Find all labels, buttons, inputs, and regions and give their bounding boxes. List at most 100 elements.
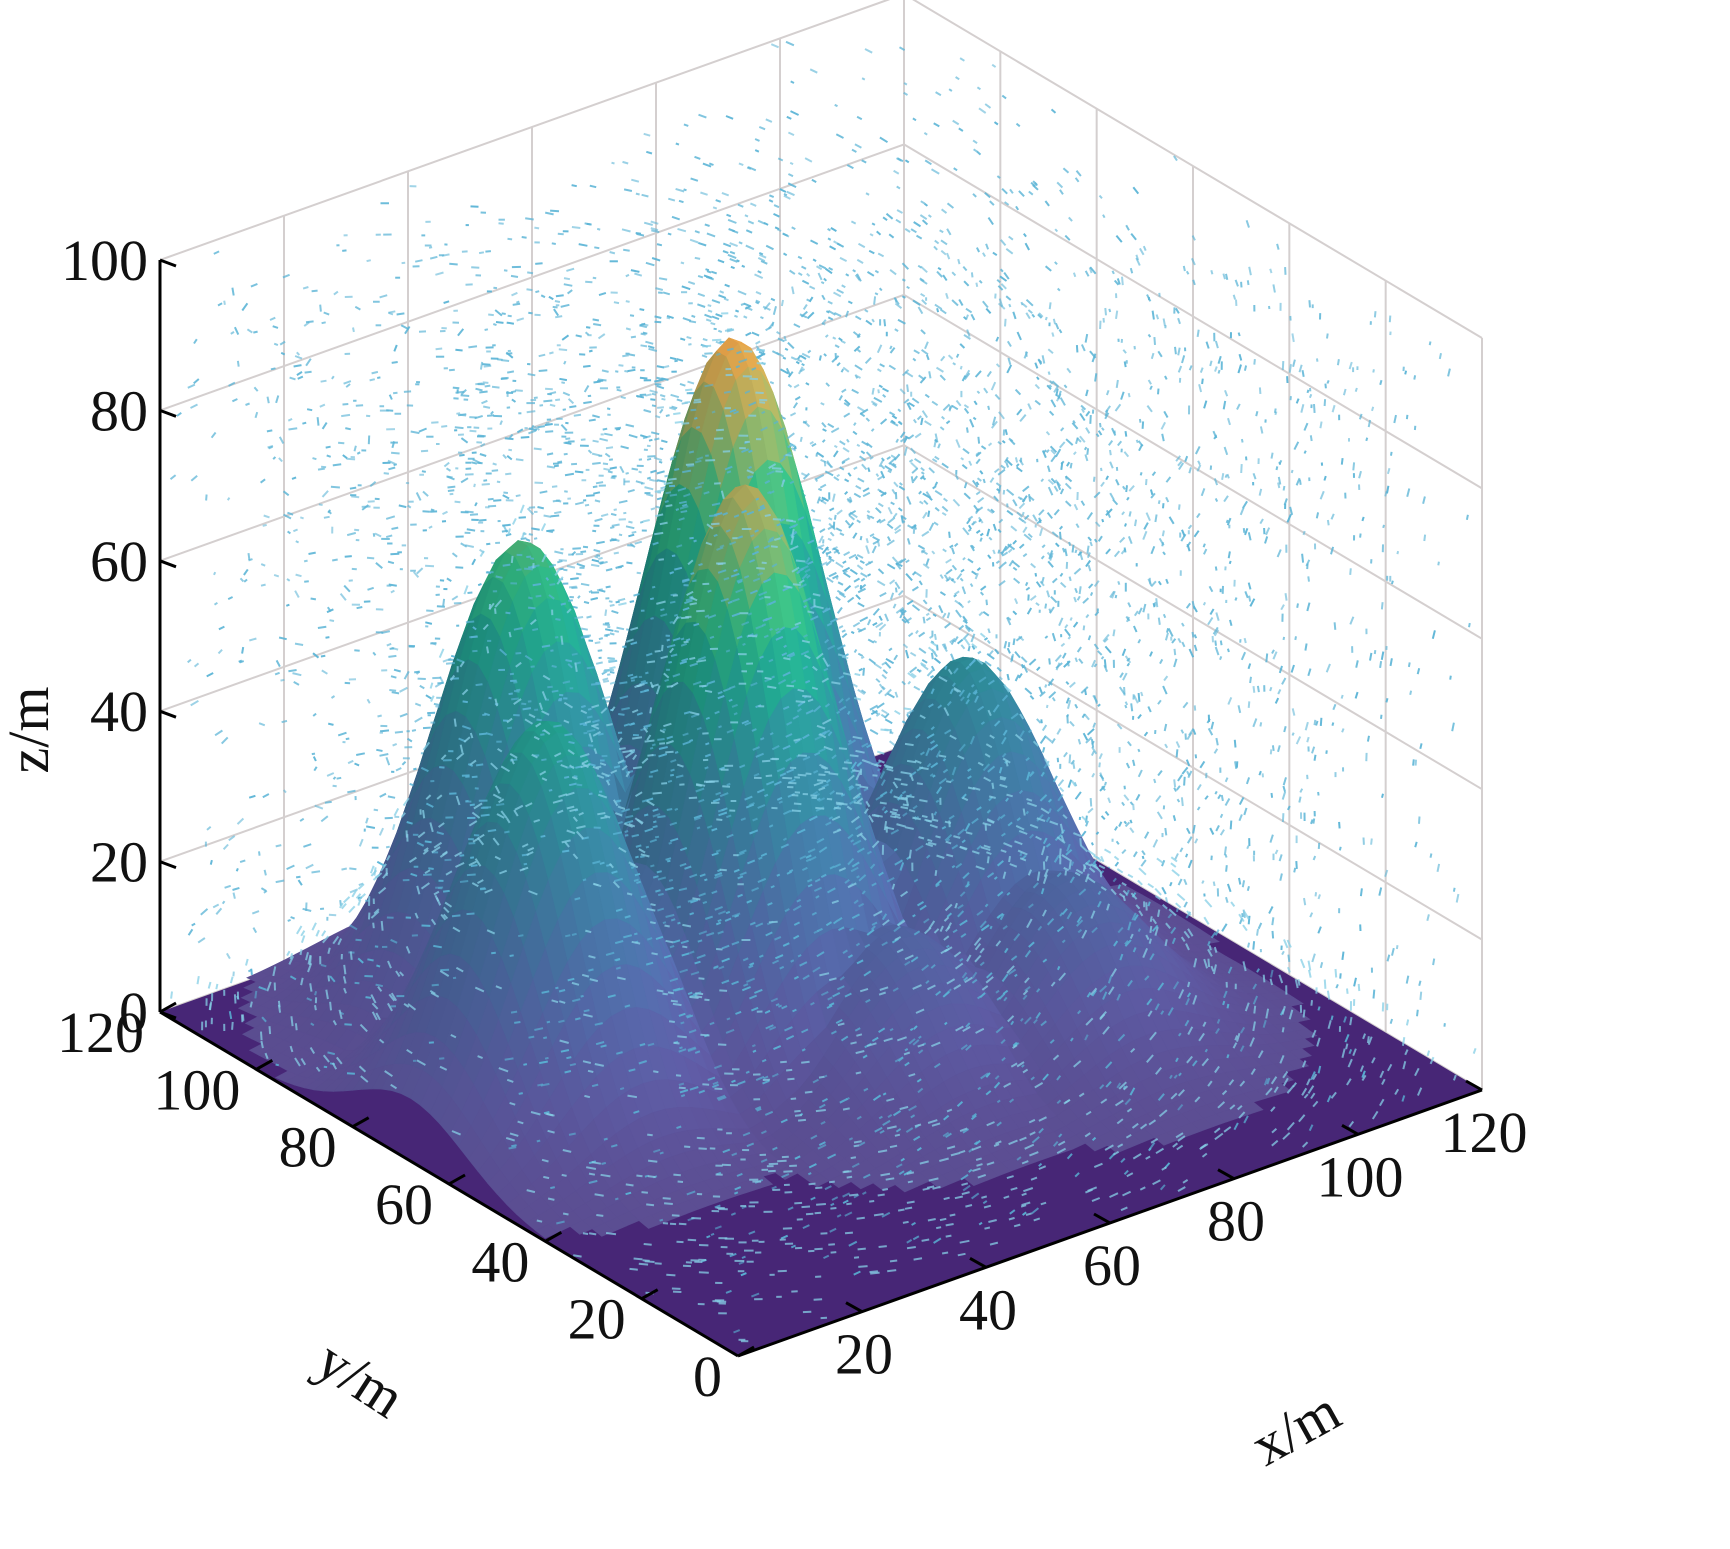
vector-arrow [987,554,992,560]
vector-arrow [1258,387,1262,394]
vector-arrow [905,649,910,659]
vector-arrow [859,535,863,541]
vector-arrow [1319,717,1323,726]
vector-arrow [1229,619,1233,627]
vector-arrow [213,250,220,255]
vector-arrow [899,46,906,51]
vector-arrow [1072,272,1077,278]
vector-arrow [1006,488,1015,496]
vector-arrow [946,252,951,260]
vector-arrow [190,403,198,409]
vector-arrow [1084,454,1089,462]
vector-arrow [1089,266,1097,275]
vector-arrow [809,68,818,74]
vector-arrow [711,299,721,304]
vector-arrow [1198,384,1203,393]
vector-arrow [1247,582,1252,590]
vector-arrow [262,793,270,799]
vector-arrow [894,298,898,303]
vector-arrow [1074,703,1079,709]
vector-arrow [835,133,844,139]
vector-arrow [1272,284,1276,293]
vector-arrow [516,300,520,304]
vector-arrow [659,447,664,451]
vector-arrow [478,251,485,255]
vector-arrow [791,447,797,452]
vector-arrow [1221,473,1225,480]
vector-arrow [1242,909,1246,918]
vector-arrow [930,665,936,672]
vector-arrow [650,220,659,225]
vector-arrow [479,390,488,394]
vector-arrow [845,310,850,318]
vector-arrow [1001,439,1006,444]
vector-arrow [385,515,396,520]
vector-arrow [871,222,876,226]
vector-arrow [747,220,755,225]
vector-arrow [1245,219,1250,228]
vector-arrow [1075,345,1079,353]
vector-arrow [640,344,648,348]
vector-arrow [897,318,906,325]
vector-arrow [706,232,716,238]
vector-arrow [1116,278,1121,285]
vector-arrow [848,514,856,521]
vector-arrow [680,337,686,341]
vector-arrow [332,776,337,780]
vector-arrow [787,371,794,378]
vector-arrow [846,164,854,170]
vector-arrow [677,227,687,233]
vector-arrow [1161,541,1165,547]
vector-arrow [1048,302,1052,310]
vector-arrow [969,583,974,588]
vector-arrow [566,289,573,295]
vector-arrow [1064,475,1068,480]
vector-arrow [589,184,597,189]
vector-arrow [842,366,850,373]
vector-arrow [770,43,779,49]
vector-arrow [921,299,928,306]
vector-arrow [1006,647,1011,654]
vector-arrow [1338,821,1341,829]
vector-arrow [979,591,985,596]
vector-arrow [228,835,236,842]
vector-arrow [992,251,998,257]
vector-arrow [564,490,568,493]
vector-arrow [859,560,865,564]
vector-arrow [816,265,823,271]
vector-arrow [270,367,276,371]
vector-arrow [1024,242,1030,251]
vector-arrow [842,447,850,453]
vector-arrow [801,363,805,367]
vector-arrow [1053,485,1059,492]
vector-arrow [371,370,379,375]
vector-arrow [1081,408,1085,413]
vector-arrow [415,670,421,675]
vector-arrow [585,494,595,497]
vector-arrow [1038,312,1044,318]
vector-arrow [836,589,845,596]
vector-arrow [1237,705,1242,714]
vector-arrow [983,387,989,394]
vector-arrow [451,595,459,601]
vector-arrow [1046,511,1053,520]
vector-arrow [1010,653,1015,663]
vector-arrow [395,767,402,772]
vector-arrow [824,267,833,275]
vector-arrow [660,439,668,444]
vector-arrow [1123,451,1130,458]
vector-arrow [1108,308,1112,313]
vector-arrow [827,237,832,241]
vector-arrow [356,606,363,610]
vector-arrow [1175,307,1180,314]
vector-arrow [293,528,298,533]
vector-arrow [789,161,794,166]
vector-arrow [920,292,926,298]
vector-arrow [629,314,635,317]
vector-arrow [1214,640,1217,646]
vector-arrow [839,466,845,471]
vector-arrow [877,568,885,575]
vector-arrow [984,660,992,667]
vector-arrow [454,500,461,504]
vector-arrow [1050,108,1057,114]
